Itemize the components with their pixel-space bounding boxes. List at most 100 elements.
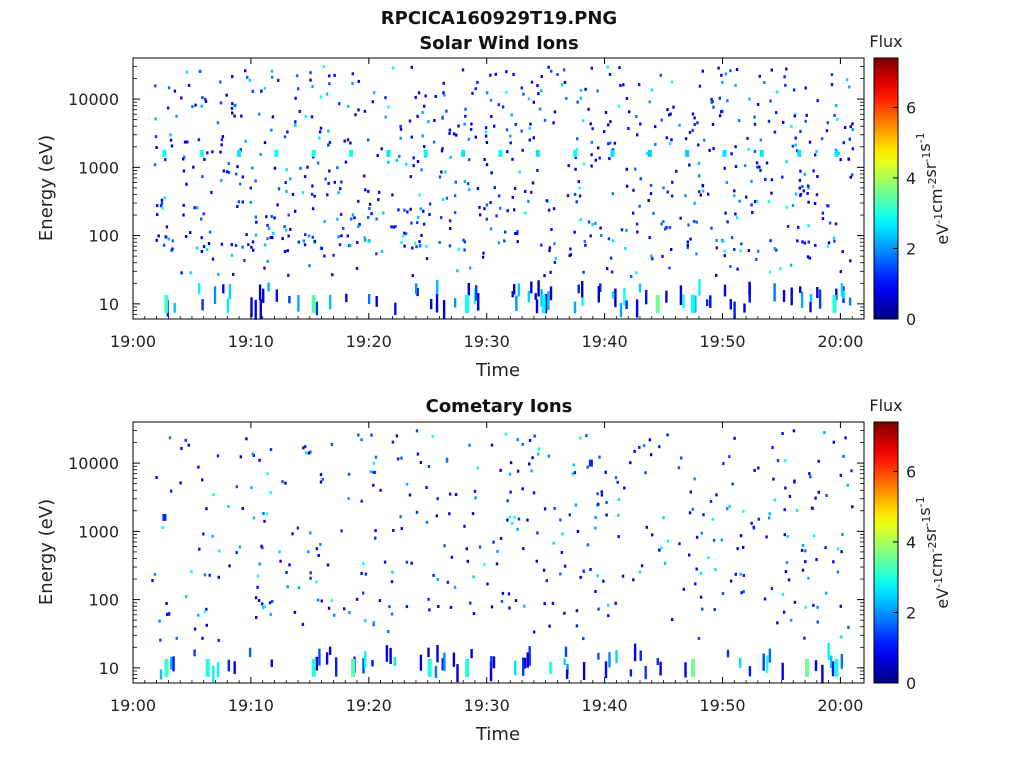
- flux-pixel: [373, 471, 377, 474]
- flux-pixel: [372, 91, 376, 95]
- flux-pixel: [190, 570, 193, 574]
- flux-pixel: [313, 194, 316, 198]
- flux-pixel: [448, 244, 452, 248]
- flux-pixel: [573, 230, 576, 234]
- flux-pixel: [201, 175, 204, 179]
- flux-pixel: [647, 199, 650, 202]
- flux-pixel: [552, 121, 555, 125]
- flux-pixel: [204, 100, 208, 103]
- flux-pixel: [699, 193, 702, 197]
- flux-pixel: [311, 184, 314, 188]
- flux-pixel: [537, 92, 540, 96]
- flux-pixel: [449, 155, 452, 159]
- flux-pixel: [476, 466, 479, 470]
- flux-pixel: [445, 196, 449, 200]
- flux-pixel: [468, 188, 471, 192]
- flux-pixel: [709, 295, 712, 308]
- flux-point: [465, 294, 470, 313]
- flux-pixel: [806, 192, 809, 195]
- flux-pixel: [202, 245, 206, 249]
- flux-pixel: [322, 65, 325, 69]
- flux-pixel: [579, 218, 582, 222]
- flux-pixel: [821, 664, 824, 683]
- flux-pixel: [317, 554, 320, 557]
- flux-pixel: [308, 264, 311, 268]
- flux-pixel: [746, 136, 749, 140]
- flux-pixel: [516, 230, 519, 233]
- flux-pixel: [448, 492, 452, 496]
- x-axis-label: Time: [475, 724, 520, 745]
- flux-pixel: [591, 223, 594, 227]
- flux-point: [691, 658, 695, 677]
- flux-pixel: [688, 553, 691, 557]
- flux-pixel: [628, 110, 631, 114]
- flux-pixel: [579, 88, 583, 92]
- flux-pixel: [826, 121, 829, 125]
- flux-pixel: [639, 122, 642, 126]
- flux-pixel: [220, 242, 224, 246]
- flux-pixel: [410, 135, 413, 139]
- flux-pixel: [815, 193, 819, 197]
- flux-pixel: [734, 165, 738, 169]
- flux-pixel: [600, 493, 604, 497]
- flux-pixel: [452, 652, 456, 667]
- plot-frame: [132, 57, 865, 320]
- flux-pixel: [662, 516, 665, 520]
- flux-pixel: [609, 120, 612, 124]
- x-tick-label: 19:20: [346, 696, 392, 715]
- flux-pixel: [750, 203, 753, 207]
- flux-pixel: [173, 89, 177, 93]
- flux-pixel: [411, 246, 414, 250]
- spectrogram-plot[interactable]: [153, 65, 854, 320]
- flux-pixel: [561, 532, 564, 536]
- flux-pixel: [251, 89, 254, 93]
- colorbar-units: eV-1cm-2sr-1s-1: [914, 132, 952, 244]
- flux-pixel: [718, 114, 722, 118]
- flux-pixel: [623, 288, 626, 306]
- flux-pixel: [576, 100, 579, 104]
- flux-pixel: [400, 240, 403, 244]
- flux-pixel: [793, 600, 797, 604]
- flux-pixel: [503, 239, 506, 243]
- flux-pixel: [375, 252, 378, 256]
- flux-pixel: [288, 296, 291, 304]
- flux-pixel: [391, 193, 394, 197]
- flux-pixel: [608, 72, 612, 76]
- flux-pixel: [553, 110, 557, 114]
- flux-pixel: [414, 241, 417, 245]
- flux-pixel: [635, 115, 638, 118]
- flux-pixel: [445, 459, 449, 463]
- flux-pixel: [698, 279, 701, 296]
- flux-pixel: [165, 602, 168, 605]
- flux-pixel: [227, 659, 230, 672]
- flux-pixel: [630, 275, 633, 279]
- flux-pixel: [435, 293, 439, 313]
- flux-pixel: [440, 170, 443, 174]
- flux-pixel: [367, 216, 370, 219]
- flux-pixel: [694, 582, 697, 586]
- flux-pixel: [464, 107, 467, 111]
- flux-pixel: [768, 512, 771, 516]
- flux-pixel: [830, 655, 833, 668]
- flux-pixel: [206, 151, 209, 155]
- flux-pixel: [485, 130, 488, 134]
- flux-point: [498, 149, 503, 157]
- flux-pixel: [742, 509, 745, 513]
- flux-pixel: [200, 236, 203, 240]
- flux-pixel: [395, 158, 399, 162]
- flux-pixel: [514, 599, 518, 603]
- flux-pixel: [784, 83, 787, 87]
- flux-pixel: [714, 568, 717, 572]
- flux-pixel: [614, 288, 617, 308]
- flux-pixel: [420, 233, 423, 237]
- flux-pixel: [533, 434, 536, 438]
- spectrogram-plot[interactable]: [151, 429, 854, 683]
- flux-pixel: [783, 508, 786, 512]
- flux-pixel: [185, 182, 188, 186]
- flux-pixel: [184, 235, 188, 238]
- flux-pixel: [582, 637, 585, 641]
- flux-pixel: [729, 265, 732, 268]
- flux-pixel: [232, 272, 235, 276]
- flux-pixel: [773, 130, 777, 134]
- flux-pixel: [501, 591, 505, 595]
